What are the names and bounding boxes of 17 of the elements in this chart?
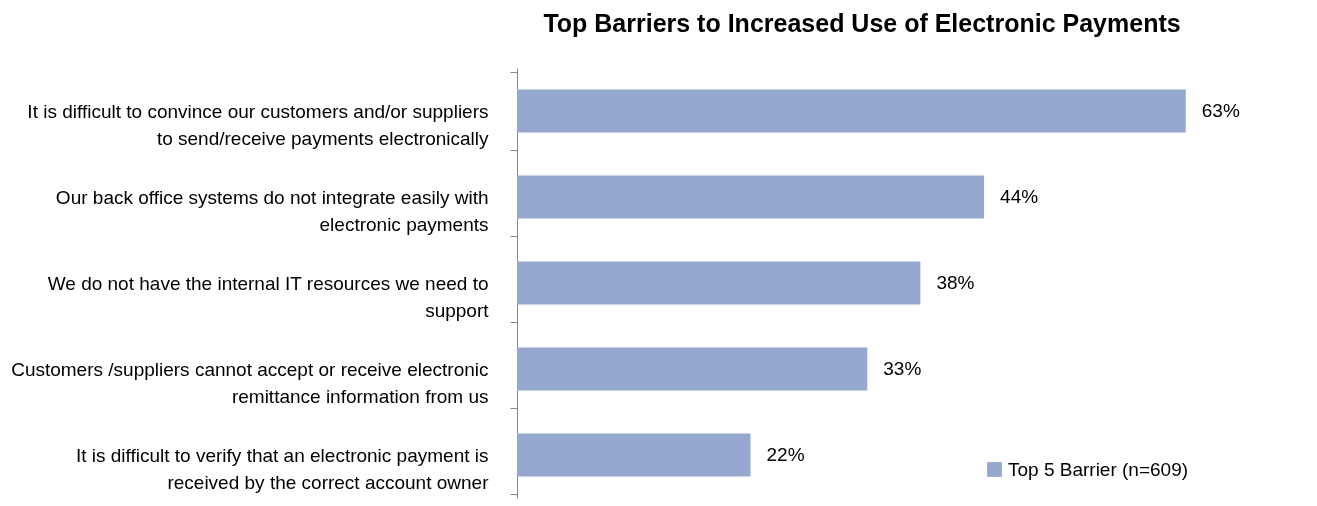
y-tick-label: Our back office systems do not integrate easily with electronic payments (55, 186, 489, 235)
bar (517, 347, 868, 391)
y-tick-label: It is difficult to verify that an electronic payment is received by the correct account owner (75, 444, 490, 493)
chart-title: Top Barriers to Increased Use of Electronic Payments (543, 9, 1181, 37)
y-tick-label: Customers /suppliers cannot accept or receive electronic remittance information from us (11, 358, 489, 407)
bar (517, 433, 751, 477)
y-tick-label: We do not have the internal IT resources we need to support (47, 272, 490, 321)
bar (517, 261, 921, 305)
data-label: 63% (1201, 100, 1240, 121)
data-label: 44% (1000, 186, 1039, 207)
data-label: 33% (883, 358, 922, 379)
data-label: 22% (766, 444, 805, 465)
data-label: 38% (936, 272, 975, 293)
bar (517, 175, 985, 219)
bar (517, 89, 1186, 133)
legend-label: Top 5 Barrier (n=609) (1008, 458, 1189, 480)
y-tick-label: It is difficult to convince our customers and/or suppliers to send/receive payments electronically (27, 100, 489, 149)
